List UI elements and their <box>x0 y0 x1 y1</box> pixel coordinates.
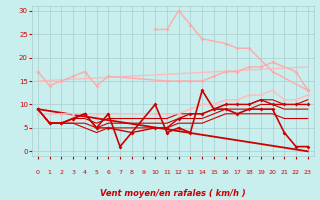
X-axis label: Vent moyen/en rafales ( km/h ): Vent moyen/en rafales ( km/h ) <box>100 189 246 198</box>
